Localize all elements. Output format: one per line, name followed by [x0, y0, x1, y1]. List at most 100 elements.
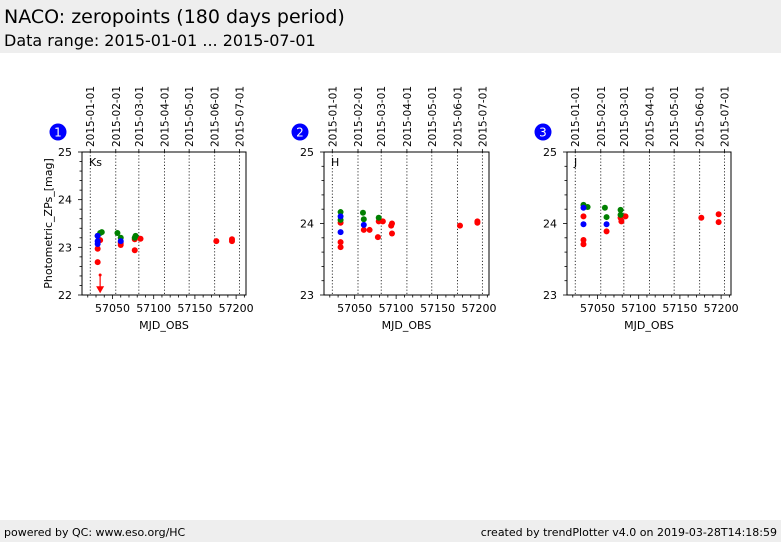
- data-point-red: [698, 214, 705, 221]
- data-point-green: [601, 204, 608, 211]
- data-point-red: [337, 244, 344, 251]
- x-tick-label: 57200: [704, 302, 739, 315]
- x-tick-label: 57050: [95, 302, 130, 315]
- date-tick-label: 2015-07-01: [719, 86, 731, 147]
- date-tick-label: 2015-04-01: [402, 86, 414, 147]
- date-tick-label: 2015-06-01: [695, 86, 707, 147]
- date-tick-label: 2015-07-01: [234, 86, 246, 147]
- x-tick-label: 57150: [420, 302, 455, 315]
- panel-number-badge: [291, 123, 309, 141]
- x-tick-label: 57150: [662, 302, 697, 315]
- chart-panel-1: 2015-01-01 2015-02-01 2015-03-01 2015-04-01…: [42, 86, 254, 332]
- data-point-red: [379, 218, 386, 225]
- data-point-red: [374, 234, 381, 241]
- panel-number: 1: [54, 126, 62, 140]
- data-point-red: [580, 213, 587, 220]
- panel-number-badge: [534, 123, 552, 141]
- data-point-blue: [117, 238, 124, 245]
- plot-frame: [323, 151, 490, 296]
- panel-number-badge: [49, 123, 67, 141]
- date-tick-label: 2015-05-01: [427, 86, 439, 147]
- data-point-red: [337, 239, 344, 246]
- data-point-red: [474, 219, 481, 226]
- x-axis-label: MJD_OBS: [139, 319, 189, 332]
- data-point-red: [94, 245, 101, 252]
- powered-by: powered by QC: www.eso.org/HC: [4, 526, 186, 539]
- data-point-red: [618, 218, 625, 225]
- chart-panel-3: 2015-01-01 2015-02-01 2015-03-01 2015-04-01…: [534, 86, 739, 332]
- data-point-red: [388, 230, 395, 237]
- data-point-green: [359, 209, 366, 216]
- date-tick-label: 2015-02-01: [353, 86, 365, 147]
- y-tick-label: 23: [300, 289, 314, 302]
- data-point-green: [131, 234, 138, 241]
- date-tick-label: 2015-03-01: [134, 86, 146, 147]
- data-point-green: [617, 211, 624, 218]
- data-point-blue: [94, 232, 101, 239]
- date-tick-label: 2015-05-01: [669, 86, 681, 147]
- data-point-blue: [337, 213, 344, 220]
- data-point-green: [375, 214, 382, 221]
- page-footer: powered by QC: www.eso.org/HC created by…: [0, 520, 781, 542]
- x-axis-label: MJD_OBS: [382, 319, 432, 332]
- y-tick-label: 23: [58, 241, 72, 254]
- plot-frame: [81, 151, 247, 296]
- data-point-red: [228, 238, 235, 245]
- data-point-red: [94, 259, 101, 266]
- date-tick-label: 2015-04-01: [159, 86, 171, 147]
- data-point-red: [603, 228, 610, 235]
- x-tick-label: 57200: [219, 302, 254, 315]
- panel-number: 3: [539, 126, 547, 140]
- y-tick-label: 22: [58, 289, 72, 302]
- date-tick-label: 2015-06-01: [210, 86, 222, 147]
- data-point-red: [456, 222, 463, 229]
- date-tick-label: 2015-07-01: [477, 86, 489, 147]
- y-tick-label: 23: [543, 289, 557, 302]
- date-tick-label: 2015-02-01: [111, 86, 123, 147]
- data-point-green: [617, 206, 624, 213]
- data-range: Data range: 2015-01-01 ... 2015-07-01: [4, 31, 316, 50]
- x-tick-label: 57050: [337, 302, 372, 315]
- data-point-blue: [360, 221, 367, 228]
- created-by: created by trendPlotter v4.0 on 2019-03-…: [480, 526, 777, 539]
- data-point-red: [366, 226, 373, 233]
- upper-limit-start: [98, 273, 102, 277]
- page-title: NACO: zeropoints (180 days period): [4, 6, 345, 28]
- data-point-blue: [580, 204, 587, 211]
- data-point-blue: [603, 221, 610, 228]
- x-tick-label: 57200: [462, 302, 497, 315]
- x-axis-label: MJD_OBS: [624, 319, 674, 332]
- date-tick-label: 2015-06-01: [452, 86, 464, 147]
- date-tick-label: 2015-03-01: [376, 86, 388, 147]
- date-tick-label: 2015-01-01: [570, 86, 582, 147]
- data-point-red: [137, 235, 144, 242]
- y-tick-label: 25: [543, 146, 557, 159]
- panel-band-label: Ks: [89, 156, 102, 169]
- data-point-red: [213, 238, 220, 245]
- data-point-green: [114, 230, 121, 237]
- y-tick-label: 25: [58, 146, 72, 159]
- data-point-red: [715, 211, 722, 218]
- y-tick-label: 24: [300, 218, 314, 231]
- x-tick-label: 57150: [177, 302, 212, 315]
- data-point-red: [388, 220, 395, 227]
- data-point-green: [360, 216, 367, 223]
- data-point-red: [131, 247, 138, 254]
- date-tick-label: 2015-05-01: [184, 86, 196, 147]
- plot-frame: [566, 151, 732, 296]
- data-point-red: [360, 226, 367, 233]
- data-point-red: [715, 219, 722, 226]
- y-tick-label: 25: [300, 146, 314, 159]
- data-point-red: [622, 213, 629, 220]
- data-point-red: [580, 241, 587, 248]
- data-point-blue: [337, 229, 344, 236]
- data-point-green: [337, 209, 344, 216]
- x-tick-label: 57100: [379, 302, 414, 315]
- date-tick-label: 2015-03-01: [619, 86, 631, 147]
- y-tick-label: 24: [58, 194, 72, 207]
- panel-number: 2: [296, 126, 304, 140]
- x-tick-label: 57050: [580, 302, 615, 315]
- data-point-blue: [94, 240, 101, 247]
- data-point-green: [603, 214, 610, 221]
- y-tick-label: 24: [543, 218, 557, 231]
